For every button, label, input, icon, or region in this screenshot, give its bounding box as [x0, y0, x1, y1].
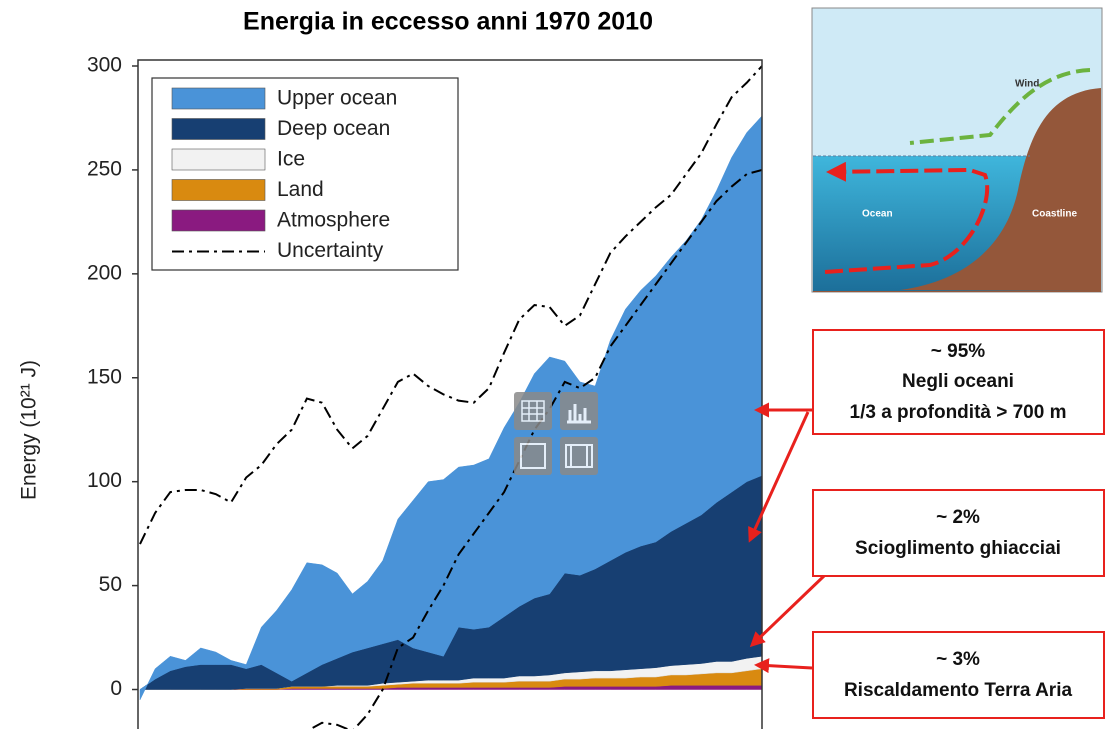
callouts: ~ 95% Negli oceani 1/3 a profondità > 70… — [748, 329, 1105, 719]
y-tick-label: 200 — [87, 261, 122, 284]
callout-box — [812, 631, 1105, 719]
legend-swatch — [171, 209, 266, 232]
insert-table-icon[interactable] — [514, 392, 552, 430]
callout-box — [812, 329, 1105, 435]
insert-video-icon[interactable] — [560, 437, 598, 475]
legend-swatch — [171, 179, 266, 201]
callout-text: ~ 2% — [936, 507, 980, 528]
diagram-label: Wind — [1015, 79, 1039, 90]
icon-glyph — [520, 443, 546, 469]
wind-arrow — [909, 68, 1091, 145]
callout-text: 1/3 a profondità > 700 m — [850, 402, 1067, 423]
legend-label: Uncertainty — [277, 239, 384, 262]
y-tick-label: 300 — [87, 54, 122, 77]
legend-label: Deep ocean — [277, 117, 390, 140]
media-toolbar[interactable] — [514, 392, 598, 475]
insert-picture-icon[interactable] — [514, 437, 552, 475]
legend-label: Atmosphere — [277, 209, 390, 232]
current-arrow — [824, 161, 990, 274]
plot-frame — [137, 59, 763, 729]
area — [139, 115, 762, 701]
legend-swatch — [171, 87, 266, 110]
upwelling-diagram: Wind Ocean Coastline — [811, 7, 1103, 293]
callout-arrow — [748, 411, 810, 543]
callout-text: Scioglimento ghiacciai — [855, 538, 1061, 559]
icon-glyph — [521, 400, 545, 422]
callout-text: Riscaldamento Terra Aria — [844, 680, 1073, 701]
uncertainty-line — [139, 65, 762, 545]
callout-box — [812, 489, 1105, 577]
legend-swatch — [171, 148, 266, 171]
y-tick-label: 0 — [110, 677, 122, 700]
legend-box — [151, 77, 459, 271]
legend-label: Ice — [277, 148, 305, 171]
y-axis-label: Energy (10²¹ J) — [18, 360, 41, 500]
diagram-label: Coastline — [1032, 209, 1077, 220]
y-tick-label: 100 — [87, 469, 122, 492]
callout-text: ~ 3% — [936, 649, 980, 670]
diagram-floor — [813, 291, 1101, 292]
y-tick-label: 150 — [87, 365, 122, 388]
y-tick-label: 250 — [87, 157, 122, 180]
callout-arrow — [749, 574, 826, 648]
icon-glyph — [565, 444, 593, 468]
legend-swatch — [171, 118, 266, 140]
callout-text: Negli oceani — [902, 371, 1014, 392]
legend: Upper ocean Deep ocean Ice Land Atmosphere Un… — [151, 77, 459, 271]
y-tick-label: 50 — [99, 573, 122, 596]
diagram-label: Ocean — [862, 209, 893, 220]
legend-label: Upper ocean — [277, 87, 397, 110]
chart-title: Energia in eccesso anni 1970 2010 — [243, 8, 653, 36]
callout-arrow — [754, 658, 813, 674]
legend-label: Land — [277, 178, 324, 201]
insert-chart-icon[interactable] — [560, 392, 598, 430]
diagram-coast — [900, 88, 1101, 291]
callout-text: ~ 95% — [931, 341, 986, 362]
icon-glyph — [567, 404, 591, 424]
